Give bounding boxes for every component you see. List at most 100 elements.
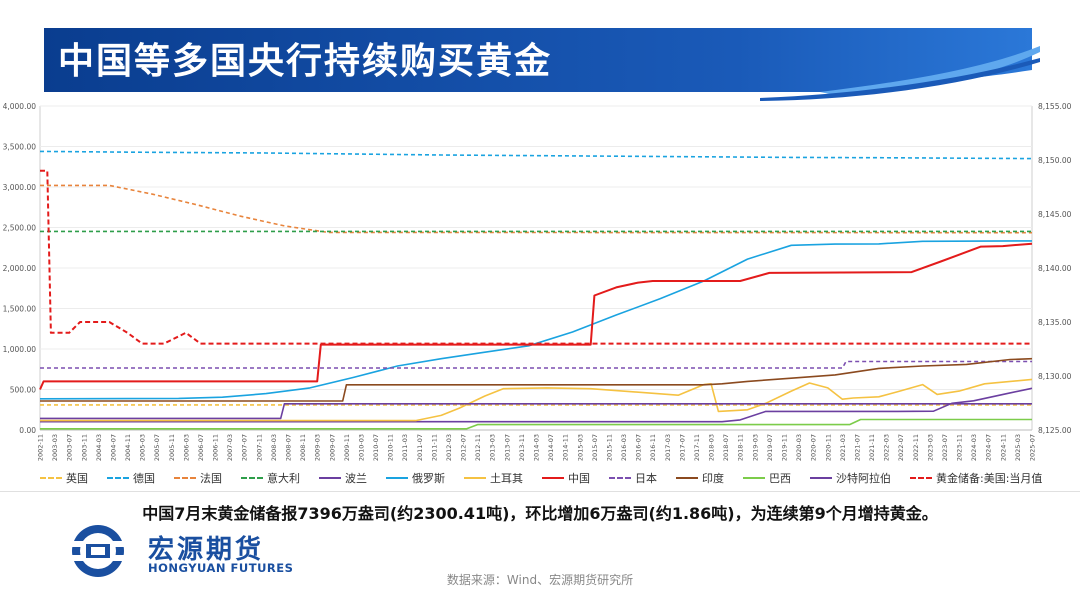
- x-tick-label: 2008-03: [270, 434, 278, 461]
- summary-text: 中国7月末黄金储备报7396万盎司(约2300.41吨)，环比增加6万盎司(约1…: [142, 504, 938, 523]
- legend-swatch: [910, 477, 932, 479]
- x-tick-label: 2009-11: [343, 434, 351, 461]
- x-tick-label: 2024-03: [970, 434, 978, 461]
- x-tick-label: 2016-11: [649, 434, 657, 461]
- y-tick-label: 3,000.00: [3, 183, 37, 192]
- series-line-8: [40, 360, 1032, 369]
- x-tick-label: 2023-11: [956, 434, 964, 461]
- left-axis: 0.00 500.00 1,000.00 1,500.00 2,000.00 2,500.…: [3, 102, 37, 435]
- y-tick-label: 1,500.00: [3, 305, 37, 314]
- x-tick-label: 2020-07: [810, 434, 818, 461]
- x-tick-label: 2025-03: [1014, 434, 1022, 461]
- x-tick-label: 2015-03: [576, 434, 584, 461]
- x-tick-label: 2021-03: [839, 434, 847, 461]
- legend-label: 英国: [66, 472, 88, 485]
- x-tick-label: 2014-03: [533, 434, 541, 461]
- x-tick-label: 2013-03: [489, 434, 497, 461]
- legend-swatch: [40, 477, 62, 479]
- chart-legend: 英国 德国 法国 意大利 波兰 俄罗斯 土耳其 中国 日本 印度 巴西 沙特阿拉伯 黄金储备:美国:当月…: [40, 467, 1043, 489]
- series-line-11: [40, 402, 1032, 420]
- series-line-4: [40, 387, 1033, 423]
- x-tick-label: 2015-11: [605, 434, 613, 461]
- legend-swatch: [107, 477, 129, 479]
- x-tick-label: 2023-03: [926, 434, 934, 461]
- x-tick-label: 2014-11: [562, 434, 570, 461]
- legend-item-7: 中国: [542, 470, 590, 486]
- x-tick-label: 2006-07: [197, 434, 205, 461]
- x-tick-label: 2003-03: [51, 434, 59, 461]
- legend-item-3: 意大利: [241, 470, 300, 486]
- x-tick-label: 2012-07: [460, 434, 468, 461]
- legend-label: 俄罗斯: [412, 472, 445, 485]
- x-tick-label: 2018-03: [708, 434, 716, 461]
- x-tick-label: 2005-11: [168, 434, 176, 461]
- logo-chinese-name: 宏源期货: [148, 535, 265, 565]
- legend-item-5: 俄罗斯: [386, 470, 445, 486]
- x-tick-label: 2002-11: [37, 434, 45, 461]
- y2-tick-label: 8,135.00: [1038, 318, 1072, 327]
- x-tick-label: 2017-11: [693, 434, 701, 461]
- x-tick-label: 2012-03: [445, 434, 453, 461]
- x-tick-label: 2010-11: [387, 434, 395, 461]
- x-tick-label: 2005-07: [153, 434, 161, 461]
- y-tick-label: 3,500.00: [3, 143, 37, 152]
- legend-label: 意大利: [267, 472, 300, 485]
- legend-item-4: 波兰: [319, 470, 367, 486]
- legend-swatch: [542, 477, 564, 479]
- legend-label: 印度: [702, 472, 724, 485]
- x-tick-label: 2025-07: [1029, 434, 1037, 461]
- x-tick-label: 2019-03: [751, 434, 759, 461]
- x-tick-label: 2008-07: [285, 434, 293, 461]
- x-tick-label: 2018-11: [737, 434, 745, 461]
- legend-swatch: [810, 477, 832, 479]
- legend-item-0: 英国: [40, 470, 88, 486]
- company-logo: 宏源期货 HONGYUAN FUTURES: [62, 523, 322, 579]
- x-tick-label: 2003-11: [80, 434, 88, 461]
- y2-tick-label: 8,130.00: [1038, 372, 1072, 381]
- x-tick-label: 2023-07: [941, 434, 949, 461]
- legend-swatch: [241, 477, 263, 479]
- x-tick-label: 2020-03: [795, 434, 803, 461]
- x-tick-label: 2015-07: [591, 434, 599, 461]
- x-tick-label: 2019-07: [766, 434, 774, 461]
- legend-label: 黄金储备:美国:当月值: [936, 472, 1043, 485]
- y2-tick-label: 8,145.00: [1038, 210, 1072, 219]
- x-tick-label: 2022-11: [912, 434, 920, 461]
- legend-label: 德国: [133, 472, 155, 485]
- legend-label: 日本: [635, 472, 657, 485]
- x-axis: 2002-11 2003-03 2003-07 2003-11 2004-03 2004-…: [37, 434, 1037, 461]
- series-line-10: [40, 418, 1032, 430]
- legend-item-10: 巴西: [743, 470, 791, 486]
- y2-tick-label: 8,155.00: [1038, 102, 1072, 111]
- legend-swatch: [676, 477, 698, 479]
- y2-tick-label: 8,140.00: [1038, 264, 1072, 273]
- legend-swatch: [319, 477, 341, 479]
- series-line-9: [40, 357, 1033, 402]
- x-tick-label: 2022-07: [897, 434, 905, 461]
- x-tick-label: 2021-11: [868, 434, 876, 461]
- x-tick-label: 2020-11: [824, 434, 832, 461]
- legend-swatch: [386, 477, 408, 479]
- y-tick-label: 0.00: [19, 426, 36, 435]
- x-tick-label: 2024-07: [985, 434, 993, 461]
- legend-label: 波兰: [345, 472, 367, 485]
- series-line-2: [40, 184, 1033, 234]
- series-line-7: [39, 242, 1033, 390]
- x-tick-label: 2018-07: [722, 434, 730, 461]
- y-tick-label: 2,000.00: [3, 264, 37, 273]
- x-tick-label: 2021-07: [853, 434, 861, 461]
- series-line-5: [39, 240, 1033, 400]
- x-tick-label: 2013-11: [518, 434, 526, 461]
- y-tick-label: 1,000.00: [3, 345, 37, 354]
- x-tick-label: 2013-07: [503, 434, 511, 461]
- legend-swatch: [174, 477, 196, 479]
- series-line-1: [39, 150, 1033, 160]
- y-tick-label: 2,500.00: [3, 224, 37, 233]
- x-tick-label: 2006-03: [182, 434, 190, 461]
- x-tick-label: 2009-03: [314, 434, 322, 461]
- x-tick-label: 2017-07: [678, 434, 686, 461]
- divider: [0, 491, 1080, 492]
- x-tick-label: 2016-07: [635, 434, 643, 461]
- legend-item-11: 沙特阿拉伯: [810, 470, 891, 486]
- x-tick-label: 2009-07: [328, 434, 336, 461]
